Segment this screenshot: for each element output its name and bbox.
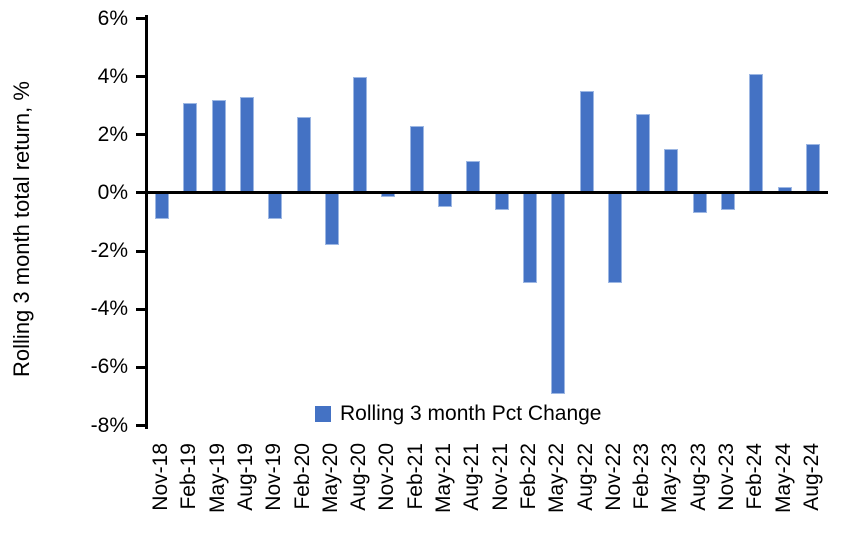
- legend-swatch: [315, 406, 331, 422]
- x-tick-label-Feb-24: Feb-24: [743, 443, 767, 510]
- bar-Feb-22: [522, 192, 537, 284]
- x-tick-label-May-20: May-20: [318, 443, 342, 514]
- x-tick-label-Feb-20: Feb-20: [290, 443, 314, 510]
- x-tick-label-May-23: May-23: [658, 443, 682, 514]
- bar-Feb-21: [409, 126, 424, 193]
- y-axis-line: [145, 15, 148, 429]
- x-tick-label-May-21: May-21: [432, 443, 456, 514]
- bar-May-20: [324, 192, 339, 246]
- y-tick-mark: [136, 191, 148, 195]
- x-tick-label-May-19: May-19: [205, 443, 229, 514]
- legend-label: Rolling 3 month Pct Change: [340, 402, 602, 425]
- y-tick-mark: [136, 424, 148, 427]
- x-tick-label-Aug-23: Aug-23: [686, 443, 710, 511]
- legend: Rolling 3 month Pct Change: [315, 402, 602, 426]
- bar-May-22: [551, 192, 566, 394]
- y-tick-mark: [136, 17, 148, 20]
- bar-May-19: [211, 99, 226, 193]
- x-tick-label-Feb-23: Feb-23: [630, 443, 654, 510]
- y-tick-label: 6%: [97, 6, 128, 30]
- bar-Aug-23: [692, 192, 707, 214]
- x-tick-label-Aug-22: Aug-22: [573, 443, 597, 511]
- y-tick-label: -4%: [90, 297, 128, 321]
- x-tick-label-Nov-18: Nov-18: [149, 443, 173, 511]
- y-tick-label: 0%: [97, 180, 128, 204]
- y-tick-label: -6%: [90, 355, 128, 379]
- y-tick-mark: [136, 365, 148, 369]
- bar-Aug-24: [805, 143, 820, 193]
- y-tick-label: 4%: [97, 64, 128, 88]
- y-tick-label: 2%: [97, 122, 128, 146]
- bar-May-23: [664, 149, 679, 193]
- bar-Nov-23: [720, 192, 735, 211]
- y-tick-mark: [136, 133, 148, 137]
- x-tick-label-Nov-21: Nov-21: [488, 443, 512, 511]
- bar-Nov-18: [155, 192, 170, 220]
- x-tick-label-Nov-23: Nov-23: [714, 443, 738, 511]
- bar-Feb-20: [296, 117, 311, 193]
- x-tick-label-Aug-19: Aug-19: [234, 443, 258, 511]
- bar-Feb-24: [749, 73, 764, 193]
- x-tick-label-Nov-22: Nov-22: [601, 443, 625, 511]
- bar-Feb-23: [636, 114, 651, 193]
- bar-Aug-19: [240, 96, 255, 193]
- bar-Nov-22: [607, 192, 622, 284]
- y-tick-label: -2%: [90, 239, 128, 263]
- bar-Nov-21: [494, 192, 509, 211]
- x-tick-label-Feb-22: Feb-22: [516, 443, 540, 510]
- x-axis-zero-line: [145, 191, 828, 195]
- x-tick-label-May-22: May-22: [545, 443, 569, 514]
- y-tick-label: -8%: [90, 413, 128, 437]
- x-tick-label-Feb-19: Feb-19: [177, 443, 201, 510]
- x-tick-label-Nov-20: Nov-20: [375, 443, 399, 511]
- bar-Feb-19: [183, 102, 198, 193]
- x-tick-label-Feb-21: Feb-21: [403, 443, 427, 510]
- x-tick-label-Aug-20: Aug-20: [347, 443, 371, 511]
- bar-Aug-20: [353, 76, 368, 193]
- y-tick-mark: [136, 307, 148, 311]
- x-tick-label-Nov-19: Nov-19: [262, 443, 286, 511]
- y-tick-mark: [136, 75, 148, 79]
- y-tick-mark: [136, 249, 148, 253]
- bar-Nov-19: [268, 192, 283, 220]
- bar-Aug-21: [466, 160, 481, 193]
- bar-Aug-22: [579, 91, 594, 193]
- x-tick-label-May-24: May-24: [771, 443, 795, 514]
- x-tick-label-Aug-21: Aug-21: [460, 443, 484, 511]
- x-tick-label-Aug-24: Aug-24: [799, 443, 823, 511]
- bar-May-21: [438, 192, 453, 208]
